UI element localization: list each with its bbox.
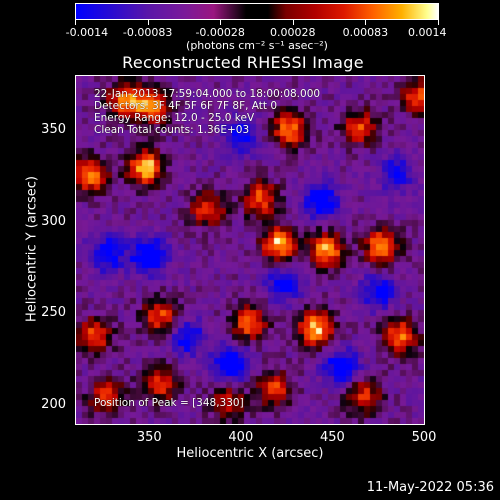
x-tick-label: 350 bbox=[136, 430, 162, 445]
colorbar-tick-label: 0.0014 bbox=[407, 26, 447, 39]
colorbar bbox=[75, 3, 439, 20]
colorbar-tick-mark bbox=[220, 20, 222, 25]
info-detectors: Detectors: 3F 4F 5F 6F 7F 8F, Att 0 bbox=[94, 100, 278, 112]
colorbar-tick-mark bbox=[438, 20, 439, 25]
y-tick-label: 200 bbox=[41, 396, 66, 412]
y-tick-label: 350 bbox=[41, 121, 66, 137]
colorbar-tick-mark bbox=[147, 20, 149, 25]
x-tick-label: 500 bbox=[411, 430, 437, 445]
colorbar-tick-mark bbox=[75, 20, 76, 25]
colorbar-unit-label: (photons cm⁻² s⁻¹ asec⁻²) bbox=[186, 39, 328, 52]
y-axis-label: Heliocentric Y (arcsec) bbox=[24, 176, 40, 322]
x-tick-label: 450 bbox=[319, 430, 345, 445]
colorbar-gradient bbox=[76, 4, 438, 19]
info-energy-range: Energy Range: 12.0 - 25.0 keV bbox=[94, 112, 255, 124]
chart-title: Reconstructed RHESSI Image bbox=[122, 53, 364, 72]
colorbar-tick-label: 0.00083 bbox=[342, 26, 389, 39]
x-tick-label: 400 bbox=[228, 430, 254, 445]
timestamp: 11-May-2022 05:36 bbox=[366, 480, 494, 495]
heatmap-image bbox=[76, 76, 424, 424]
colorbar-tick-label: -0.00083 bbox=[122, 26, 173, 39]
info-clean-counts: Clean Total counts: 1.36E+03 bbox=[94, 124, 250, 136]
y-tick-label: 300 bbox=[41, 213, 66, 229]
colorbar-tick-label: 0.00028 bbox=[270, 26, 316, 39]
y-tick-label: 250 bbox=[41, 305, 66, 321]
colorbar-tick-label: -0.0014 bbox=[65, 26, 109, 39]
colorbar-tick-mark bbox=[292, 20, 294, 25]
colorbar-tick-label: -0.00028 bbox=[195, 26, 245, 39]
info-peak-position: Position of Peak = [348,330] bbox=[94, 397, 244, 409]
plot-area: 22-Jan-2013 17:59:04.000 to 18:00:08.000… bbox=[75, 75, 425, 425]
colorbar-tick-mark bbox=[365, 20, 367, 25]
info-time-range: 22-Jan-2013 17:59:04.000 to 18:00:08.000 bbox=[94, 88, 321, 100]
x-axis-label: Heliocentric X (arcsec) bbox=[176, 446, 324, 461]
